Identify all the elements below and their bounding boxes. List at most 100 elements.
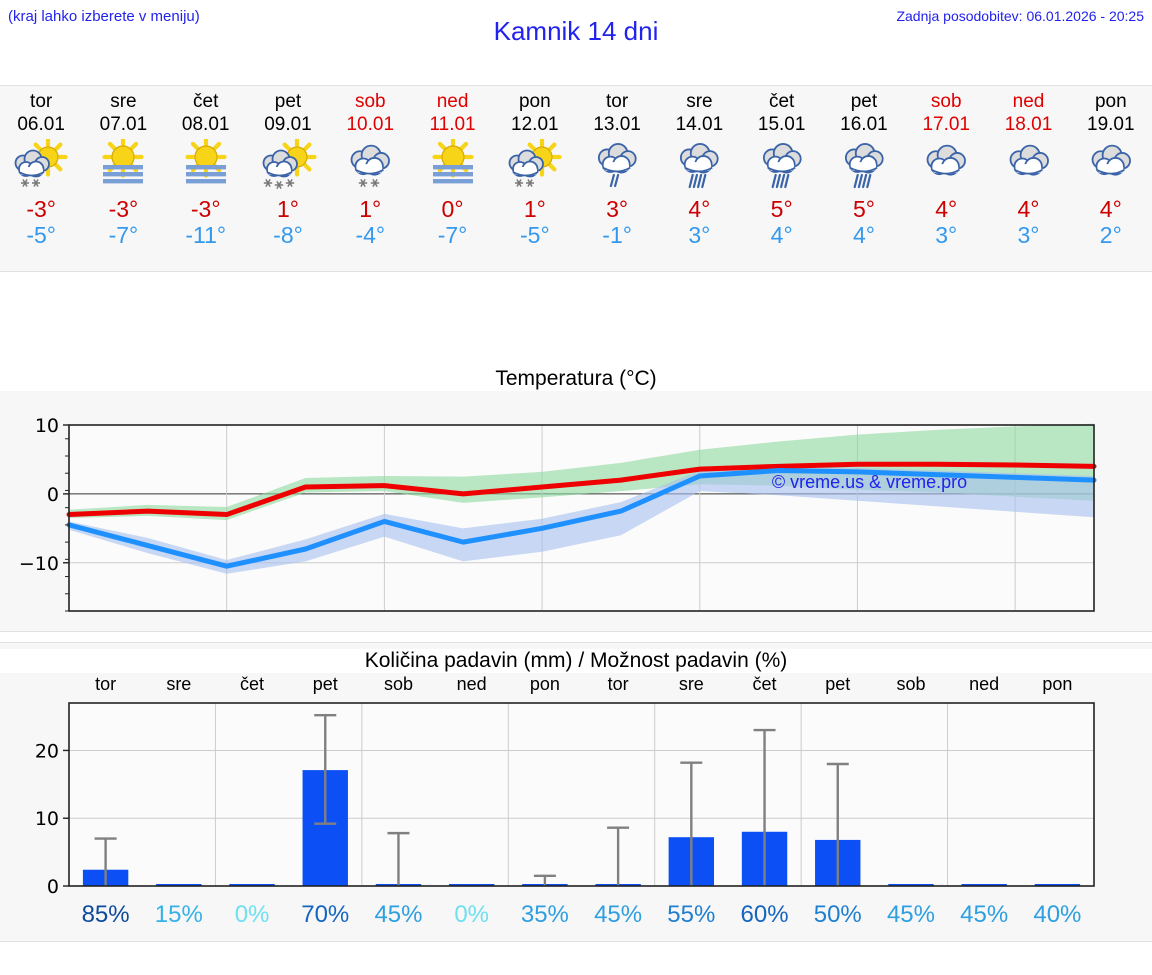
cloudy-icon bbox=[993, 138, 1065, 194]
precip-bar bbox=[448, 884, 495, 886]
precip-day-label: pet bbox=[313, 674, 338, 694]
cloudy-icon bbox=[910, 138, 982, 194]
precip-probability-label: 85% bbox=[82, 901, 130, 928]
temp-max: 0° bbox=[441, 196, 464, 222]
day-date: 07.01 bbox=[99, 114, 148, 135]
day-name: sob bbox=[930, 91, 962, 112]
precip-day-label: čet bbox=[753, 674, 777, 694]
temp-max: 4° bbox=[688, 196, 711, 222]
precip-day-label: pet bbox=[825, 674, 850, 694]
forecast-day-column[interactable]: pet 16.01 5° 4° bbox=[823, 86, 905, 271]
precip-day-label: pon bbox=[530, 674, 560, 694]
temperature-chart: 10 0 −10 © vreme.us & vreme.pro bbox=[19, 415, 1097, 612]
cloud-rain-icon bbox=[828, 138, 900, 194]
last-updated: Zadnja posodobitev: 06.01.2026 - 20:25 bbox=[896, 8, 1144, 24]
svg-text:0: 0 bbox=[47, 876, 59, 898]
temp-max: 1° bbox=[276, 196, 299, 222]
temp-max: 5° bbox=[770, 196, 793, 222]
day-name: pet bbox=[850, 91, 878, 112]
day-name: tor bbox=[606, 91, 629, 112]
day-date: 15.01 bbox=[757, 114, 806, 135]
precip-bar bbox=[1034, 884, 1081, 886]
day-date: 06.01 bbox=[17, 114, 65, 135]
precip-probability-label: 45% bbox=[594, 901, 642, 928]
svg-text:0: 0 bbox=[47, 484, 59, 506]
forecast-day-column[interactable]: sre 07.01 -3° -7° bbox=[82, 86, 164, 271]
temp-min: 3° bbox=[935, 222, 958, 248]
temperature-chart-title: Temperatura (°C) bbox=[0, 367, 1152, 391]
precip-probability-label: 45% bbox=[374, 901, 422, 928]
precip-day-label: sob bbox=[384, 674, 413, 694]
precip-probability-label: 35% bbox=[521, 901, 569, 928]
forecast-day-column[interactable]: pon 19.01 4° 2° bbox=[1070, 86, 1152, 271]
temp-min: 4° bbox=[852, 222, 875, 248]
day-date: 10.01 bbox=[346, 114, 395, 135]
precip-bar bbox=[229, 884, 275, 886]
page-title: Kamnik 14 dni bbox=[493, 16, 659, 46]
menu-hint: (kraj lahko izberete v meniju) bbox=[8, 8, 200, 25]
precip-probability-label: 0% bbox=[454, 901, 489, 928]
precip-probability-label: 45% bbox=[887, 901, 935, 928]
precip-probability-label: 70% bbox=[301, 901, 349, 928]
precip-day-label: pon bbox=[1042, 674, 1072, 694]
forecast-day-column[interactable]: ned 18.01 4° 3° bbox=[987, 86, 1069, 271]
cloud-snow-icon bbox=[334, 138, 406, 194]
forecast-day-column[interactable]: sre 14.01 4° 3° bbox=[658, 86, 740, 271]
temp-min: -1° bbox=[602, 222, 632, 248]
precip-day-label: ned bbox=[457, 674, 487, 694]
cloud-rain-icon bbox=[663, 138, 735, 194]
forecast-day-column[interactable]: tor 13.01 3° -1° bbox=[576, 86, 658, 271]
precip-bar bbox=[961, 884, 1007, 886]
precipitation-chart-title: Količina padavin (mm) / Možnost padavin … bbox=[0, 649, 1152, 673]
temp-min: -7° bbox=[108, 222, 139, 248]
precip-probability-label: 55% bbox=[667, 901, 715, 928]
sun-cloud-snow-icon bbox=[5, 138, 77, 194]
forecast-day-column[interactable]: čet 08.01 -3° -11° bbox=[165, 86, 247, 271]
svg-text:20: 20 bbox=[35, 740, 59, 762]
precip-bar bbox=[156, 884, 202, 886]
temp-max: 4° bbox=[1099, 196, 1122, 222]
precip-probability-label: 45% bbox=[960, 901, 1008, 928]
copyright-text: © vreme.us & vreme.pro bbox=[772, 472, 967, 492]
svg-text:10: 10 bbox=[35, 808, 59, 830]
precip-probability-label: 0% bbox=[235, 901, 270, 928]
day-date: 09.01 bbox=[264, 114, 312, 135]
day-name: pet bbox=[274, 91, 302, 112]
day-name: pon bbox=[518, 91, 551, 112]
svg-text:10: 10 bbox=[35, 415, 59, 437]
precip-probability-label: 50% bbox=[814, 901, 862, 928]
precip-day-label: sre bbox=[166, 674, 191, 694]
temp-min: 2° bbox=[1099, 222, 1122, 248]
day-date: 08.01 bbox=[181, 114, 230, 135]
day-date: 19.01 bbox=[1087, 114, 1135, 135]
forecast-day-column[interactable]: sob 10.01 1° -4° bbox=[329, 86, 411, 271]
precipitation-chart: 20 10 0 tor sre čet pet sob ned pon tor sre čet pet so… bbox=[35, 674, 1095, 928]
precip-day-label: sre bbox=[679, 674, 704, 694]
temp-min: -5° bbox=[520, 222, 550, 248]
precip-bar bbox=[888, 884, 934, 886]
precip-day-label: ned bbox=[969, 674, 999, 694]
sun-cloud-snow-icon bbox=[499, 138, 571, 194]
temp-max: 1° bbox=[359, 196, 382, 222]
precip-day-label: čet bbox=[240, 674, 264, 694]
page-header: (kraj lahko izberete v meniju) Kamnik 14… bbox=[0, 0, 1152, 60]
sun-fog-icon bbox=[417, 138, 489, 194]
forecast-day-column[interactable]: sob 17.01 4° 3° bbox=[905, 86, 987, 271]
forecast-day-column[interactable]: čet 15.01 5° 4° bbox=[741, 86, 823, 271]
forecast-day-column[interactable]: pet 09.01 1° -8° bbox=[247, 86, 329, 271]
temp-min: 4° bbox=[770, 222, 793, 248]
precip-probability-label: 40% bbox=[1033, 901, 1081, 928]
day-name: sob bbox=[354, 91, 386, 112]
svg-text:−10: −10 bbox=[19, 553, 59, 575]
forecast-day-column[interactable]: tor 06.01 -3° -5° bbox=[0, 86, 82, 271]
day-date: 14.01 bbox=[675, 114, 724, 135]
forecast-day-column[interactable]: pon 12.01 1° -5° bbox=[494, 86, 576, 271]
temp-min: -11° bbox=[185, 222, 227, 248]
temp-max: 4° bbox=[935, 196, 958, 222]
temp-max: -3° bbox=[190, 196, 221, 222]
temp-min: 3° bbox=[688, 222, 711, 248]
temp-max: 1° bbox=[523, 196, 546, 222]
forecast-day-column[interactable]: ned 11.01 0° -7° bbox=[411, 86, 493, 271]
cloudy-icon bbox=[1075, 138, 1147, 194]
day-name: tor bbox=[30, 91, 53, 112]
